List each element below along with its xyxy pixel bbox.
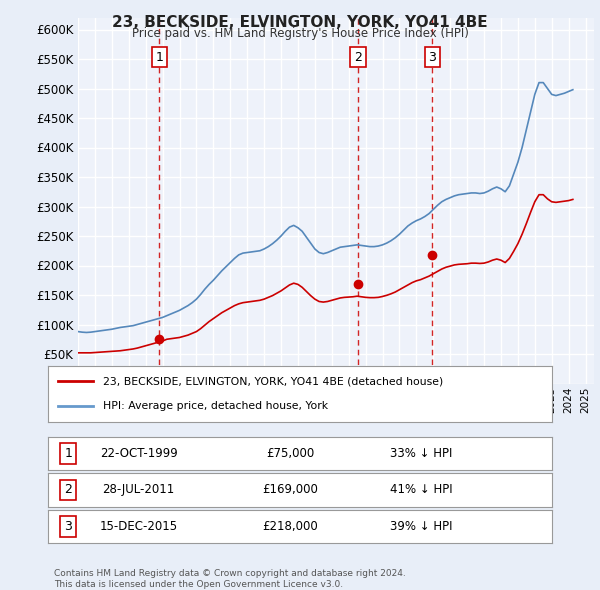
Text: 41% ↓ HPI: 41% ↓ HPI (389, 483, 452, 497)
Text: 22-OCT-1999: 22-OCT-1999 (100, 447, 178, 460)
Text: 2: 2 (354, 51, 362, 64)
Text: 3: 3 (64, 520, 72, 533)
Text: £169,000: £169,000 (262, 483, 318, 497)
Text: HPI: Average price, detached house, York: HPI: Average price, detached house, York (103, 401, 329, 411)
Text: £218,000: £218,000 (262, 520, 318, 533)
Text: 33% ↓ HPI: 33% ↓ HPI (390, 447, 452, 460)
Text: 3: 3 (428, 51, 436, 64)
Text: £75,000: £75,000 (266, 447, 314, 460)
Text: 1: 1 (155, 51, 163, 64)
Text: 15-DEC-2015: 15-DEC-2015 (100, 520, 178, 533)
Text: 39% ↓ HPI: 39% ↓ HPI (390, 520, 452, 533)
Text: 2: 2 (64, 483, 72, 497)
Text: 28-JUL-2011: 28-JUL-2011 (103, 483, 175, 497)
Text: Price paid vs. HM Land Registry's House Price Index (HPI): Price paid vs. HM Land Registry's House … (131, 27, 469, 40)
Text: 23, BECKSIDE, ELVINGTON, YORK, YO41 4BE: 23, BECKSIDE, ELVINGTON, YORK, YO41 4BE (112, 15, 488, 30)
Text: 23, BECKSIDE, ELVINGTON, YORK, YO41 4BE (detached house): 23, BECKSIDE, ELVINGTON, YORK, YO41 4BE … (103, 376, 443, 386)
Text: 1: 1 (64, 447, 72, 460)
Text: Contains HM Land Registry data © Crown copyright and database right 2024.
This d: Contains HM Land Registry data © Crown c… (54, 569, 406, 589)
